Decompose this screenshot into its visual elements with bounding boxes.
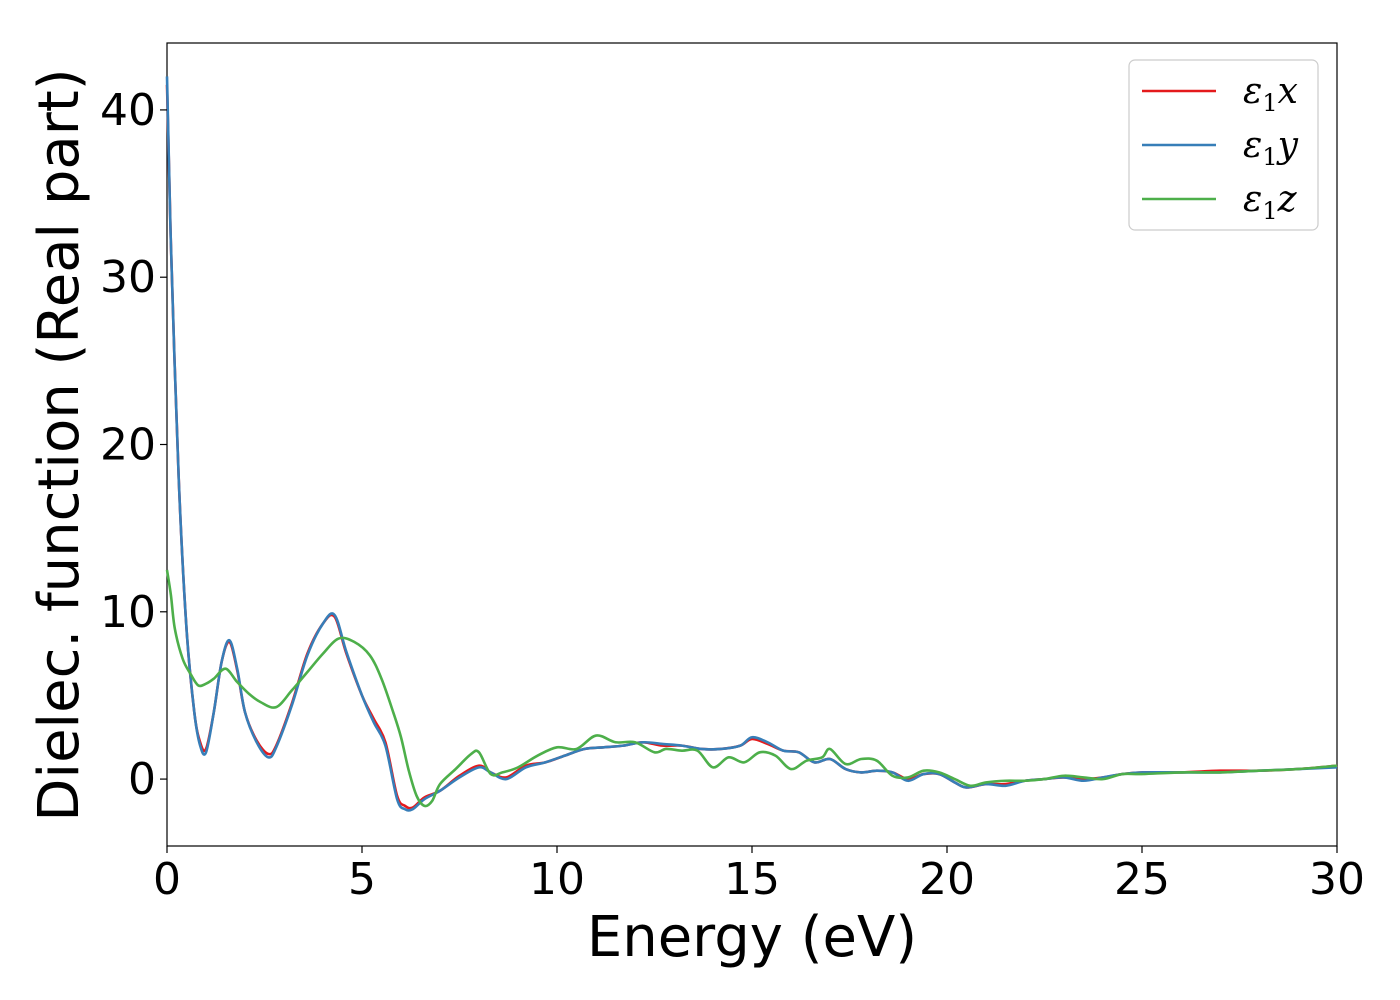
- y-tick-label: 30: [100, 252, 156, 303]
- legend-subscript: 1: [1262, 89, 1277, 117]
- x-tick-label: 30: [1309, 854, 1365, 905]
- y-tick-label: 40: [100, 85, 156, 136]
- x-tick-label: 10: [529, 854, 585, 905]
- x-axis-title: Energy (eV): [587, 905, 917, 970]
- legend-symbol: ε: [1243, 125, 1262, 166]
- legend-variable: x: [1278, 71, 1298, 112]
- legend-variable: z: [1277, 179, 1298, 220]
- x-tick-label: 15: [724, 854, 780, 905]
- legend-variable: y: [1276, 125, 1299, 166]
- y-tick-label: 0: [128, 754, 156, 805]
- x-tick-label: 20: [919, 854, 975, 905]
- series-line-y: [165, 76, 1338, 812]
- x-tick-label: 0: [153, 854, 181, 905]
- y-axis-title: Dielec. function (Real part): [27, 68, 92, 821]
- legend-label-x: ε1x: [1243, 71, 1298, 117]
- series-layer: [165, 76, 1338, 812]
- y-axis-ticks: 0 10 20 30 40: [100, 85, 167, 805]
- legend-subscript: 1: [1262, 143, 1277, 171]
- legend-symbol: ε: [1243, 179, 1262, 220]
- legend-box: [1128, 59, 1319, 231]
- x-tick-label: 25: [1114, 854, 1170, 905]
- legend-subscript: 1: [1262, 197, 1277, 225]
- x-tick-label: 5: [348, 854, 376, 905]
- y-tick-label: 20: [100, 420, 156, 471]
- y-tick-label: 10: [100, 587, 156, 638]
- x-axis-ticks: 0 5 10 15 20 25 30: [153, 846, 1365, 905]
- legend-symbol: ε: [1243, 71, 1262, 112]
- legend-label-z: ε1z: [1243, 179, 1298, 225]
- legend-label-y: ε1y: [1243, 125, 1299, 171]
- series-line-z: [165, 569, 1338, 808]
